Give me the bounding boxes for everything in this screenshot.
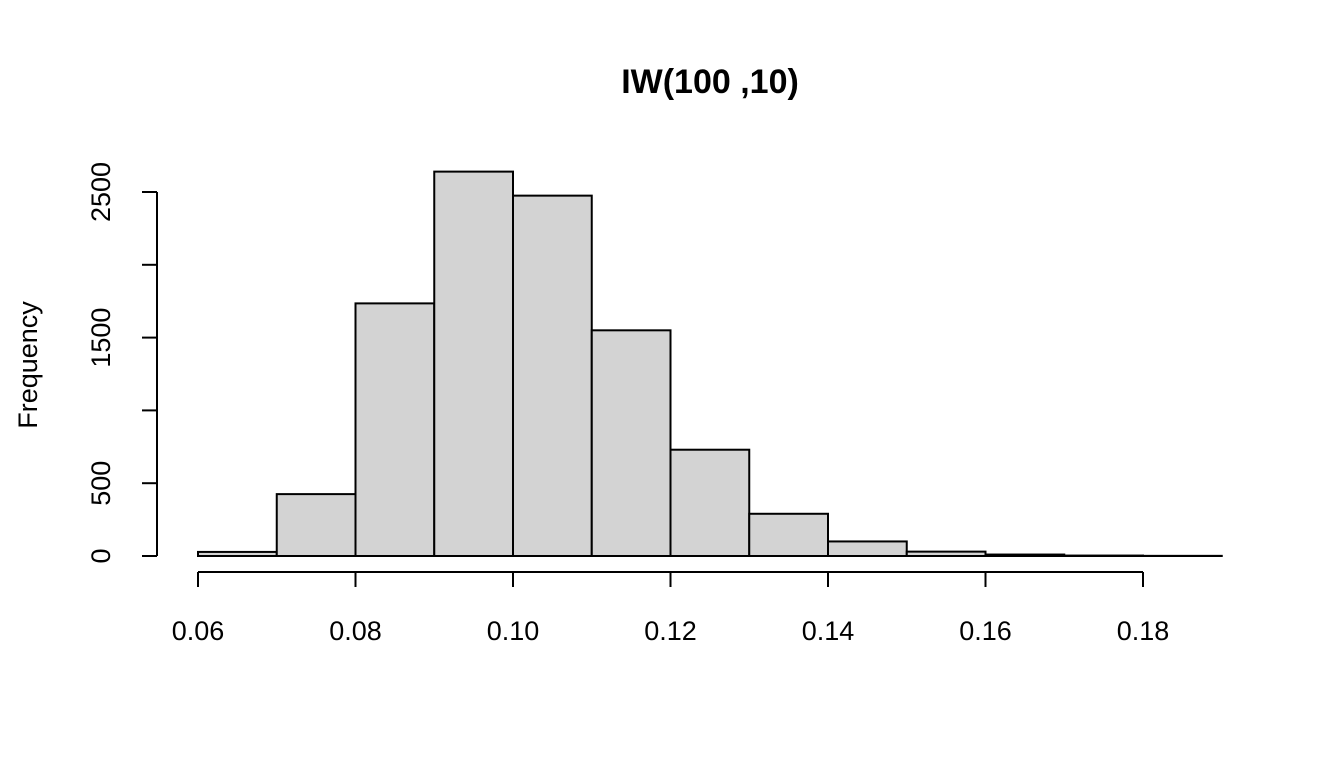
histogram-bar <box>197 550 278 558</box>
histogram-bar <box>354 302 436 557</box>
y-axis-label: Frequency <box>13 301 43 429</box>
histogram-bar <box>748 512 829 557</box>
y-tick-label: 2500 <box>86 162 116 222</box>
histogram-bar <box>905 550 987 558</box>
y-tick-label: 0 <box>86 548 116 563</box>
histogram-bar <box>827 540 908 558</box>
y-axis: 0 500 1500 2500 <box>86 162 158 564</box>
x-tick-label: 0.18 <box>1117 616 1170 646</box>
x-tick-label: 0.14 <box>802 616 855 646</box>
histogram-bars <box>197 170 1223 558</box>
x-axis: 0.06 0.08 0.10 0.12 0.14 0.16 0.18 <box>172 571 1170 646</box>
x-tick-label: 0.08 <box>329 616 382 646</box>
y-tick-label: 500 <box>86 461 116 506</box>
x-tick-label: 0.12 <box>644 616 697 646</box>
x-tick-label: 0.06 <box>172 616 225 646</box>
x-tick-label: 0.10 <box>487 616 540 646</box>
chart-title: IW(100 ,10) <box>621 63 799 101</box>
histogram-bar <box>433 170 514 557</box>
histogram-bar <box>590 329 672 557</box>
histogram-bar <box>669 448 751 558</box>
histogram-bar <box>275 493 357 557</box>
histogram-bar <box>512 194 593 557</box>
histogram-bar <box>984 553 1066 558</box>
y-tick-label: 1500 <box>86 308 116 368</box>
x-tick-label: 0.16 <box>959 616 1012 646</box>
